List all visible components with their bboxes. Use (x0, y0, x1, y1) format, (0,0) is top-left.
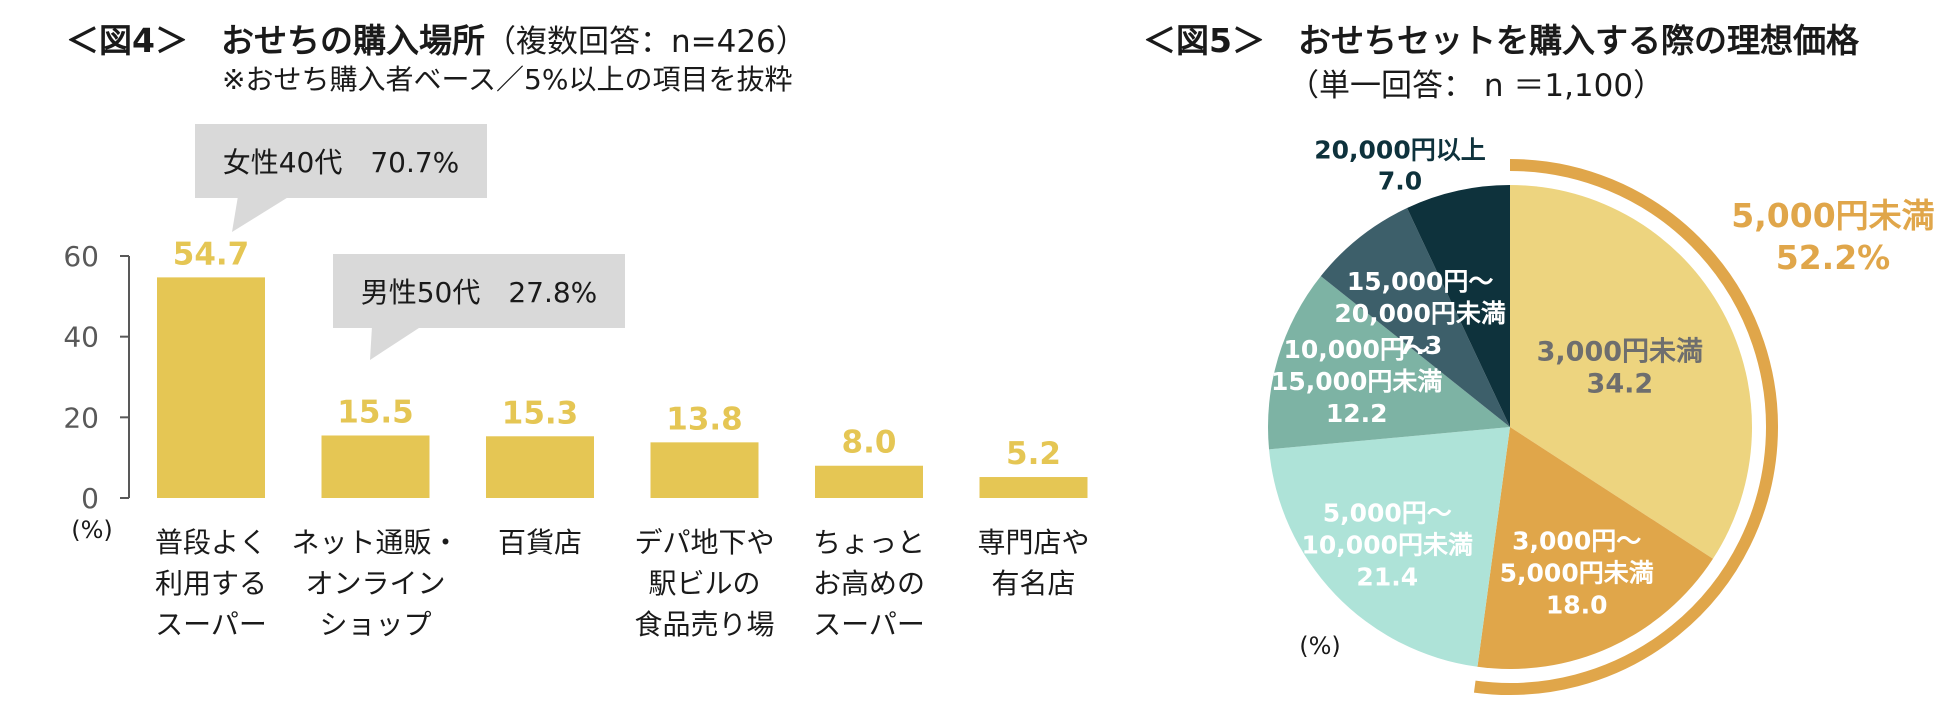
bracket-label: 5,000円未満 (1731, 196, 1934, 235)
x-category-label: ネット通販・ (291, 526, 459, 559)
x-category-label: スーパー (155, 608, 267, 641)
pie-value-label: 21.4 (1356, 563, 1418, 592)
x-category-label: ちょっと (813, 526, 925, 559)
pie-category-label: 20,000円以上 (1314, 136, 1485, 165)
callout-box (333, 254, 625, 328)
y-tick-label: 0 (81, 482, 99, 515)
pie-slice (1269, 427, 1510, 667)
x-category-label: 利用する (155, 567, 267, 600)
bar-value-label: 54.7 (173, 236, 250, 272)
fig5-unit-label: (%) (1299, 632, 1341, 660)
pie-value-label: 18.0 (1546, 590, 1608, 619)
pie-category-label: 20,000円未満 (1334, 299, 1505, 328)
fig4-title-sub: （複数回答：n=426） (484, 24, 807, 60)
x-category-label: お高めの (813, 567, 925, 600)
pie-category-label: 5,000円～ (1323, 499, 1452, 528)
bar-value-label: 15.3 (502, 395, 579, 431)
fig4-title-main: ＜図4＞ おせちの購入場所 (66, 21, 485, 60)
fig4-note: ※おせち購入者ベース／5%以上の項目を抜粋 (222, 63, 793, 96)
bar (486, 436, 594, 498)
bar (321, 435, 430, 498)
pie-value-label: 34.2 (1587, 368, 1654, 399)
fig5-title: ＜図5＞ おせちセットを購入する際の理想価格 (1143, 21, 1859, 60)
bar-value-label: 5.2 (1006, 436, 1061, 472)
callout-female-40s: 女性40代 70.7% (195, 124, 487, 232)
pie-category-label: 10,000円～ (1283, 335, 1429, 364)
bar (979, 477, 1088, 498)
fig4-unit-label: (%) (71, 516, 113, 544)
callout-text: 女性40代 70.7% (223, 146, 460, 179)
bar-value-label: 15.5 (337, 394, 414, 430)
x-category-label: デパ地下や (634, 526, 774, 559)
pie-slice (1268, 276, 1510, 450)
x-category-label: 食品売り場 (634, 608, 774, 641)
x-category-label: 普段よく (155, 526, 267, 559)
bracket-arc (1473, 159, 1778, 695)
bar (650, 442, 759, 498)
callout-male-50s: 男性50代 27.8% (333, 254, 625, 360)
bar (815, 465, 923, 498)
x-category-label: オンライン (305, 567, 445, 600)
bar-value-label: 8.0 (842, 425, 897, 461)
pie-value-label: 7.3 (1398, 331, 1442, 360)
pie-value-label: 7.0 (1378, 167, 1422, 196)
callout-pointer (370, 326, 422, 360)
pie-slice (1477, 427, 1713, 669)
y-tick-label: 60 (63, 240, 99, 273)
pie-category-label: 5,000円未満 (1500, 558, 1654, 587)
callout-text: 男性50代 27.8% (361, 276, 598, 309)
pie-value-label: 12.2 (1326, 399, 1388, 428)
x-category-label: ショップ (319, 608, 431, 641)
x-category-label: 専門店や (977, 526, 1089, 559)
bracket-label: 52.2% (1776, 238, 1891, 277)
pie-slice (1320, 207, 1510, 427)
callout-pointer (232, 196, 290, 232)
pie-category-label: 15,000円未満 (1271, 367, 1442, 396)
pie-category-label: 3,000円～ (1512, 526, 1641, 555)
fig4-title: ＜図4＞ おせちの購入場所（複数回答：n=426） (66, 14, 807, 62)
pie-category-label: 15,000円～ (1347, 267, 1493, 296)
pie-category-label: 10,000円未満 (1302, 531, 1473, 560)
pie-slice (1510, 185, 1752, 559)
x-category-label: 駅ビルの (648, 567, 760, 600)
bar-value-label: 13.8 (666, 401, 743, 437)
fig5-subtitle: （単一回答： n ＝1,100） (1288, 68, 1665, 104)
pie-category-label: 3,000円未満 (1537, 336, 1703, 367)
bar (157, 277, 265, 498)
y-tick-label: 20 (63, 401, 99, 434)
x-category-label: スーパー (813, 608, 925, 641)
x-category-label: 百貨店 (498, 526, 582, 559)
pie-slice (1407, 185, 1510, 427)
y-tick-label: 40 (63, 321, 99, 354)
x-category-label: 有名店 (991, 567, 1075, 600)
callout-box (195, 124, 487, 198)
